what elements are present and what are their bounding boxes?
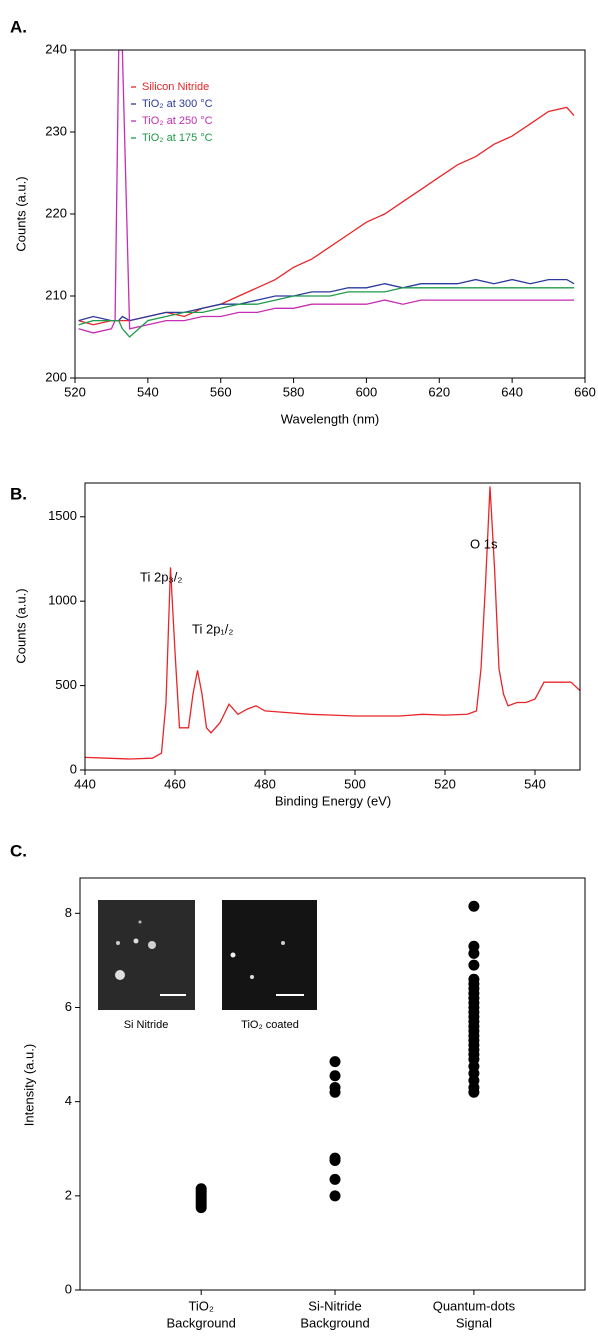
- y-axis-title: Counts (a.u.): [13, 588, 28, 663]
- panel-label: A.: [10, 17, 27, 36]
- x-tick-label: Background: [167, 1315, 236, 1330]
- x-tick-label: 580: [283, 384, 305, 399]
- point: [329, 1152, 341, 1164]
- y-tick-label: 1000: [48, 593, 77, 608]
- panel-label: B.: [10, 484, 27, 503]
- y-axis-title: Intensity (a.u.): [21, 1044, 36, 1126]
- x-tick-label: 560: [210, 384, 232, 399]
- y-tick-label: 4: [65, 1093, 72, 1108]
- data-line: [78, 287, 575, 338]
- point: [329, 1190, 341, 1202]
- data-line: [78, 106, 575, 326]
- x-tick-label: 540: [524, 776, 546, 791]
- annotation: Ti 2p₃/₂: [140, 569, 182, 584]
- data-line: [85, 486, 580, 760]
- x-axis-title: Wavelength (nm): [281, 411, 380, 426]
- y-tick-label: 500: [55, 677, 77, 692]
- x-tick-label: 500: [344, 776, 366, 791]
- y-tick-label: 0: [65, 1281, 72, 1296]
- y-tick-label: 2: [65, 1187, 72, 1202]
- data-line: [78, 278, 575, 322]
- inset-tio2-coated: [222, 900, 317, 1010]
- point: [329, 1070, 341, 1082]
- x-tick-label: TiO₂: [188, 1298, 214, 1313]
- y-axis-title: Counts (a.u.): [13, 176, 28, 251]
- x-tick-label: 440: [74, 776, 96, 791]
- annotation: O 1s: [470, 536, 498, 551]
- legend-label: TiO₂ at 250 °C: [142, 115, 213, 127]
- x-tick-label: Background: [300, 1315, 369, 1330]
- point: [329, 1173, 341, 1185]
- x-tick-label: 640: [501, 384, 523, 399]
- x-tick-label: Quantum-dots: [433, 1298, 516, 1313]
- y-tick-label: 240: [45, 41, 67, 56]
- y-tick-label: 230: [45, 123, 67, 138]
- x-tick-label: 520: [434, 776, 456, 791]
- point: [195, 1183, 207, 1195]
- y-tick-label: 6: [65, 999, 72, 1014]
- x-tick-label: 620: [428, 384, 450, 399]
- y-tick-label: 0: [70, 761, 77, 776]
- legend-label: TiO₂ at 175 °C: [142, 132, 213, 144]
- x-tick-label: 660: [574, 384, 596, 399]
- y-tick-label: 220: [45, 205, 67, 220]
- inset-caption: TiO₂ coated: [241, 1019, 299, 1031]
- inset-caption: Si Nitride: [124, 1019, 169, 1031]
- x-tick-label: 480: [254, 776, 276, 791]
- legend-label: TiO₂ at 300 °C: [142, 98, 213, 110]
- point: [468, 959, 480, 971]
- point: [468, 940, 480, 952]
- y-tick-label: 8: [65, 905, 72, 920]
- y-tick-label: 200: [45, 369, 67, 384]
- x-tick-label: Signal: [456, 1315, 492, 1330]
- panel-label: C.: [10, 841, 27, 860]
- legend-label: Silicon Nitride: [142, 81, 209, 93]
- y-tick-label: 1500: [48, 508, 77, 523]
- plot-frame: [84, 482, 581, 771]
- point: [329, 1056, 341, 1068]
- plot-frame: [79, 877, 586, 1291]
- y-tick-label: 210: [45, 287, 67, 302]
- inset-si-nitride: [98, 900, 195, 1010]
- x-tick-label: Si-Nitride: [308, 1298, 361, 1313]
- x-tick-label: 540: [137, 384, 159, 399]
- plot-frame: [74, 49, 586, 379]
- x-tick-label: 520: [64, 384, 86, 399]
- x-tick-label: 460: [164, 776, 186, 791]
- point: [468, 900, 480, 912]
- annotation: Ti 2p₁/₂: [192, 621, 233, 636]
- x-tick-label: 600: [356, 384, 378, 399]
- data-line: [78, 50, 575, 334]
- point: [468, 973, 480, 985]
- point: [329, 1082, 341, 1094]
- x-axis-title: Binding Energy (eV): [275, 793, 391, 808]
